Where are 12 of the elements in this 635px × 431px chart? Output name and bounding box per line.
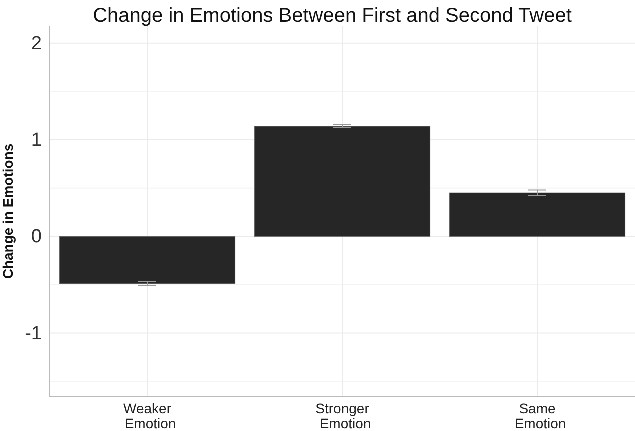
x-tick-label: Weaker Emotion [124, 400, 176, 431]
bar [254, 126, 431, 237]
chart-title: Change in Emotions Between First and Second Tweet [93, 5, 572, 27]
x-tick-label: Same Emotion [514, 400, 566, 431]
x-tick-label: Stronger Emotion [316, 400, 372, 431]
y-tick-label: -1 [25, 323, 42, 344]
bar [59, 236, 236, 284]
y-axis-title: Change in Emotions [0, 144, 16, 280]
y-tick-label: 2 [31, 33, 42, 54]
y-tick-label: 0 [31, 226, 42, 248]
bar [449, 192, 626, 237]
y-tick-label: 1 [31, 130, 42, 152]
